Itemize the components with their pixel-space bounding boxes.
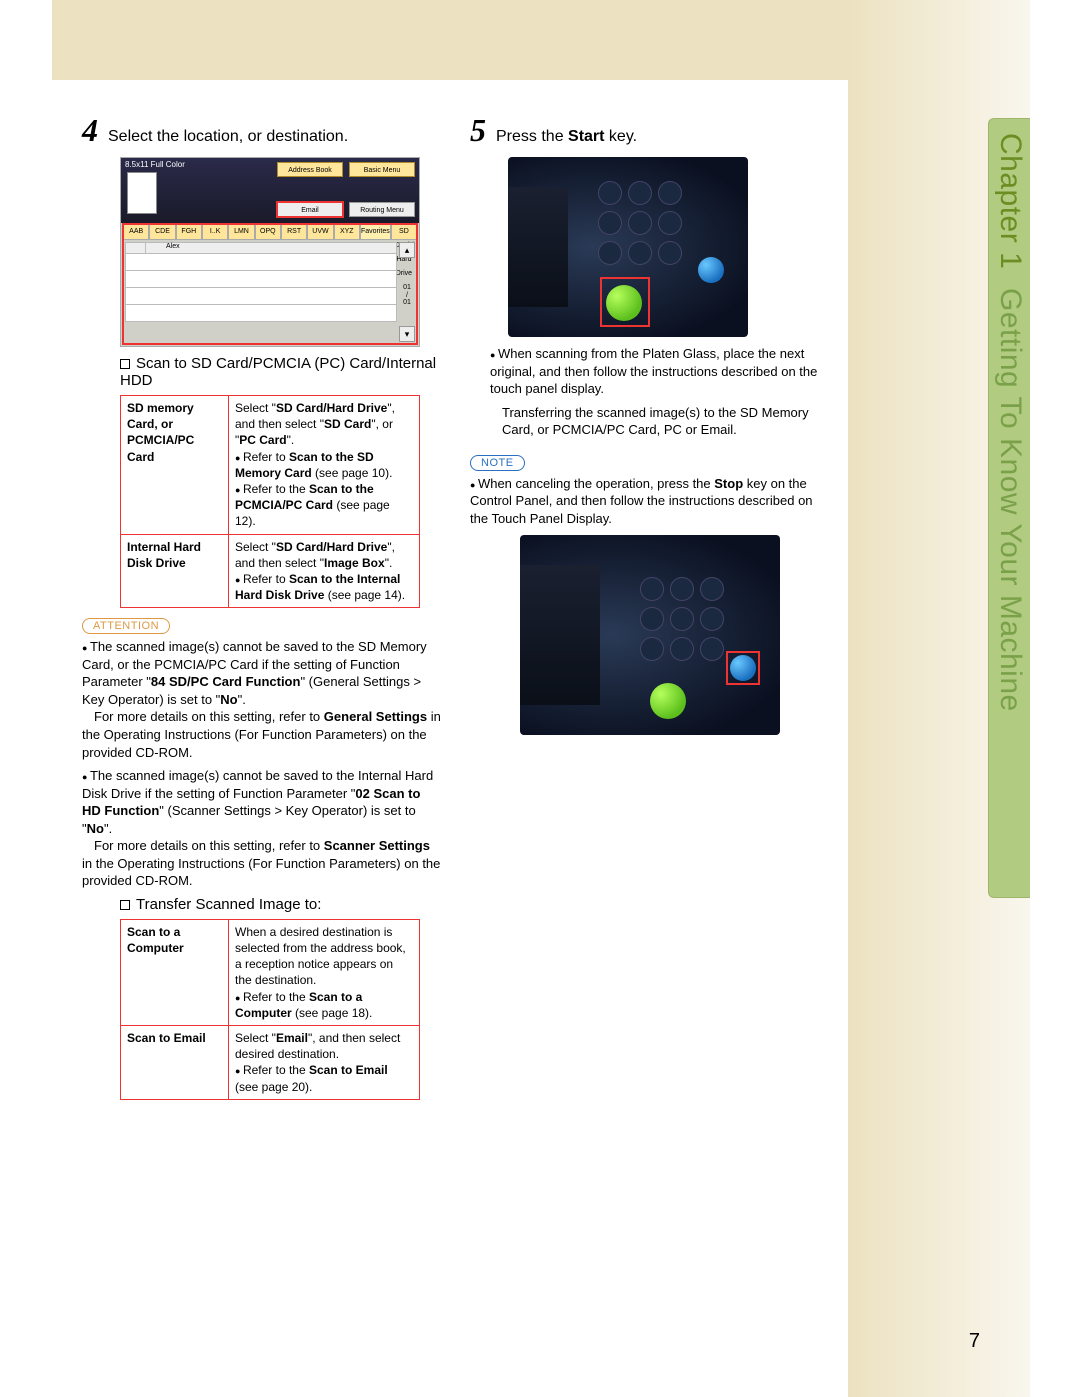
table-value: Select "SD Card/Hard Drive", and then se… (229, 396, 420, 535)
numkey (670, 607, 694, 631)
subheading-scan-to-card: Scan to SD Card/PCMCIA (PC) Card/Interna… (120, 355, 442, 389)
page: Chapter 1 Getting To Know Your Machine 4… (0, 0, 1080, 1397)
numkey (640, 577, 664, 601)
checkbox-icon (120, 359, 130, 369)
highlight-start (600, 277, 650, 327)
table-row: Internal Hard Disk Drive Select "SD Card… (121, 534, 420, 608)
table-value: Select "SD Card/Hard Drive", and then se… (229, 534, 420, 608)
bullet-icon (470, 476, 478, 491)
touch-panel-screenshot: 8.5x11 Full Color Address Book Basic Men… (120, 157, 420, 347)
numkey (598, 181, 622, 205)
numkey (670, 637, 694, 661)
note-text: Transferring the scanned image(s) to the… (502, 404, 830, 439)
numkey (700, 577, 724, 601)
right-column: 5 Press the Start key. (470, 112, 830, 1100)
table-key: Internal Hard Disk Drive (121, 534, 229, 608)
subheading-text: Scan to SD Card/PCMCIA (PC) Card/Interna… (120, 355, 436, 389)
panel-screen (508, 187, 568, 307)
attention-badge: ATTENTION (82, 618, 170, 634)
stop-key (698, 257, 724, 283)
table-row: Scan to Email Select "Email", and then s… (121, 1026, 420, 1100)
step-4-header: 4 Select the location, or destination. (82, 112, 442, 149)
basic-menu-button: Basic Menu (349, 162, 415, 177)
attention-block: ATTENTION The scanned image(s) cannot be… (82, 608, 442, 890)
bullet-icon (490, 346, 498, 361)
note-text: When scanning from the Platen Glass, pla… (490, 346, 817, 396)
numkey (640, 607, 664, 631)
numkey (640, 637, 664, 661)
subheading-transfer: Transfer Scanned Image to: (120, 896, 442, 913)
subheading-text: Transfer Scanned Image to: (136, 896, 321, 913)
left-column: 4 Select the location, or destination. 8… (82, 112, 442, 1100)
control-panel-start (508, 157, 748, 337)
table-key: Scan to a Computer (121, 919, 229, 1025)
chapter-title: Getting To Know Your Machine (994, 288, 1027, 712)
scan-destination-table: SD memory Card, or PCMCIA/PC Card Select… (120, 395, 420, 608)
note-text: When canceling the operation, press the (478, 476, 714, 491)
numkey (700, 607, 724, 631)
step5-notes: When scanning from the Platen Glass, pla… (490, 345, 830, 439)
table-key: SD memory Card, or PCMCIA/PC Card (121, 396, 229, 535)
table-row: SD memory Card, or PCMCIA/PC Card Select… (121, 396, 420, 535)
numkey (598, 241, 622, 265)
highlight-stop (726, 651, 760, 685)
panel-screen (520, 565, 600, 705)
table-value: When a desired destination is selected f… (229, 919, 420, 1025)
content: 4 Select the location, or destination. 8… (82, 112, 830, 1100)
routing-menu-button: Routing Menu (349, 202, 415, 217)
chapter-number: Chapter 1 (994, 133, 1027, 269)
numkey (598, 211, 622, 235)
numkey (670, 577, 694, 601)
doc-icon (127, 172, 157, 214)
numkey (628, 181, 652, 205)
bullet-icon (82, 639, 90, 654)
note-badge: NOTE (470, 455, 525, 471)
screen-topline: 8.5x11 Full Color (125, 160, 185, 169)
step-text: Select the location, or destination. (108, 127, 348, 148)
numkey (628, 241, 652, 265)
address-book-button: Address Book (277, 162, 343, 177)
step-5-header: 5 Press the Start key. (470, 112, 830, 149)
page-number: 7 (969, 1330, 980, 1353)
table-row: Scan to a Computer When a desired destin… (121, 919, 420, 1025)
step-number: 4 (82, 112, 98, 149)
start-key (650, 683, 686, 719)
transfer-table: Scan to a Computer When a desired destin… (120, 919, 420, 1100)
table-key: Scan to Email (121, 1026, 229, 1100)
numkey (658, 211, 682, 235)
highlight-list (122, 223, 418, 345)
bullet-icon (82, 768, 90, 783)
step-text: Press the Start key. (496, 127, 637, 148)
step-number: 5 (470, 112, 486, 149)
chapter-tab: Chapter 1 Getting To Know Your Machine (988, 118, 1030, 898)
note-block: When canceling the operation, press the … (470, 475, 830, 528)
numkey (700, 637, 724, 661)
highlight-email (276, 201, 344, 218)
checkbox-icon (120, 900, 130, 910)
numkey (628, 211, 652, 235)
numkey (658, 181, 682, 205)
control-panel-stop (520, 535, 780, 735)
numkey (658, 241, 682, 265)
table-value: Select "Email", and then select desired … (229, 1026, 420, 1100)
